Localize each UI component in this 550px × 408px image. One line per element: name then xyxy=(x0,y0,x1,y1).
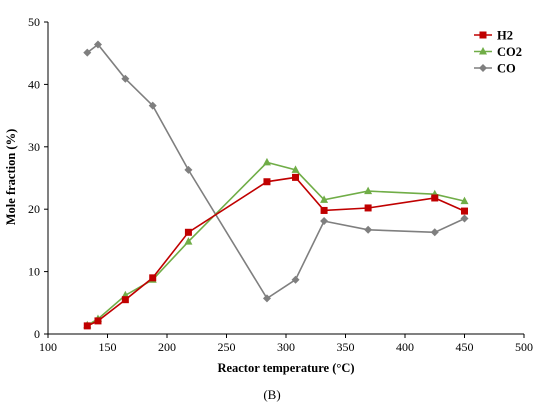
figure-caption: (B) xyxy=(263,387,280,402)
series-h2-point xyxy=(94,317,102,325)
y-tick-label: 50 xyxy=(28,15,40,29)
series-h2-point xyxy=(121,296,129,304)
series-co-point xyxy=(320,217,329,226)
series-co-point xyxy=(291,275,300,284)
series-co-point xyxy=(430,228,439,237)
legend-marker-h2 xyxy=(479,31,487,39)
series-h2-point xyxy=(320,206,328,214)
series-h2-point xyxy=(263,178,271,186)
x-tick-label: 150 xyxy=(99,340,117,354)
y-tick-label: 40 xyxy=(28,77,40,91)
x-tick-label: 100 xyxy=(39,340,57,354)
series-co-point xyxy=(262,294,271,303)
series-co xyxy=(83,40,469,303)
series-co-point xyxy=(364,225,373,234)
y-axis-title: Mole fraction (%) xyxy=(4,129,18,226)
series-co-point xyxy=(460,214,469,223)
plot-area xyxy=(83,40,469,330)
series-co-point xyxy=(184,165,193,174)
legend-label-co: CO xyxy=(497,62,516,76)
y-tick-label: 10 xyxy=(28,265,40,279)
series-co2-line xyxy=(86,161,465,326)
x-tick-label: 450 xyxy=(456,340,474,354)
x-tick-label: 400 xyxy=(396,340,414,354)
series-h2-point xyxy=(364,204,372,212)
series-co2-point xyxy=(320,195,329,203)
axes: 0 10 20 30 40 50 100 150 200 250 300 350 400 450 500 xyxy=(28,15,533,354)
series-co-point xyxy=(93,40,102,49)
series-h2-point xyxy=(292,173,300,181)
x-axis-title: Reactor temperature (°C) xyxy=(217,361,354,375)
legend-marker-co xyxy=(479,64,487,72)
x-tick-label: 250 xyxy=(218,340,236,354)
x-tick-label: 500 xyxy=(515,340,533,354)
series-h2-point xyxy=(149,274,157,282)
legend-label-h2: H2 xyxy=(497,29,513,43)
series-co2-point xyxy=(364,186,373,195)
x-tick-label: 200 xyxy=(158,340,176,354)
x-tick-label: 300 xyxy=(277,340,295,354)
series-h2-point xyxy=(184,228,192,236)
series-co-point xyxy=(121,74,130,83)
series-co2 xyxy=(83,157,469,329)
series-co2-point xyxy=(184,237,193,245)
y-tick-label: 30 xyxy=(28,140,40,154)
legend-label-co2: CO2 xyxy=(497,45,522,59)
series-h2-point xyxy=(461,207,468,215)
x-tick-label: 350 xyxy=(337,340,355,354)
series-co2-point xyxy=(262,157,271,166)
y-tick-label: 20 xyxy=(28,202,40,216)
legend-marker-co2 xyxy=(479,47,487,55)
legend: H2 CO2 CO xyxy=(474,29,522,76)
series-co-line xyxy=(86,43,465,300)
series-co2-point xyxy=(291,165,300,173)
series-co2-point xyxy=(460,196,469,205)
series-co-point xyxy=(83,48,92,57)
series-h2-point xyxy=(83,322,91,330)
series-h2-point xyxy=(431,194,439,202)
y-tick-label: 0 xyxy=(34,327,40,341)
series-h2 xyxy=(83,173,468,330)
series-co-point xyxy=(148,101,157,110)
series-h2-line xyxy=(86,176,465,327)
